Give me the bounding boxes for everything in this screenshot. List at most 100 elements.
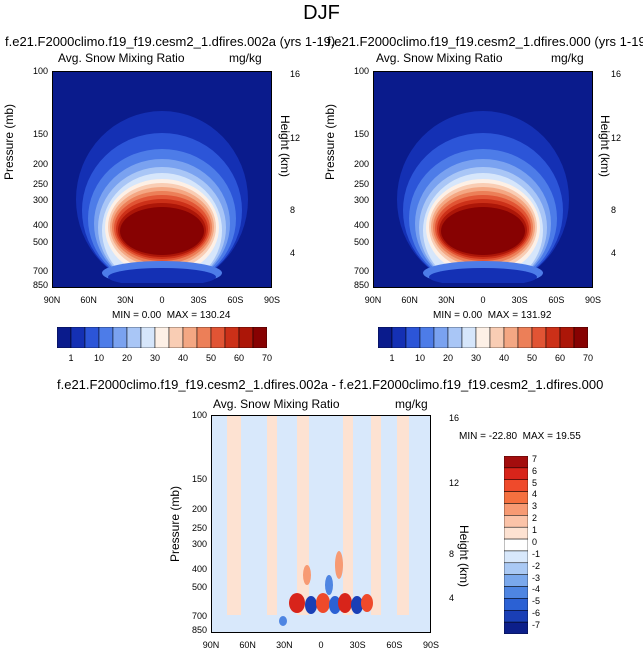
panel2-ytick-1: 150 [353, 129, 369, 140]
panel3-colorbar-label-1: 6 [532, 465, 538, 476]
panel2-y2tick-1: 8 [611, 204, 617, 215]
panel2-colorbar-label-0: 1 [389, 353, 395, 363]
panel2-colorbar-label-7: 70 [582, 353, 593, 363]
panel3-stripe-3 [343, 415, 353, 615]
panel1-xtick-4: 30S [190, 295, 207, 305]
panel2-colorbar-box-1 [391, 327, 407, 348]
panel2-colorbar-box-10 [517, 327, 533, 348]
panel1-y2tick-1: 8 [290, 204, 296, 215]
panel3-ytick-5: 400 [191, 564, 207, 575]
panel2-xtick-6: 90S [584, 295, 601, 305]
panel3-colorbar-label-8: -1 [532, 548, 541, 559]
panel3-minmax: MIN = -22.80 MAX = 19.55 [459, 431, 581, 442]
panel1-colorbar-label-3: 30 [149, 353, 160, 363]
panel3-y2tick-0: 4 [449, 592, 455, 603]
panel3-colorbar-label-3: 4 [532, 489, 538, 500]
panel1-colorbar-box-13 [238, 327, 254, 348]
panel3-min-value: -22.80 [488, 431, 518, 442]
panel1-colorbar-label-1: 10 [93, 353, 104, 363]
panel2-y2label-text: Height (km) [598, 115, 612, 178]
panel3-colorbar-label-6: 1 [532, 525, 538, 536]
panel2-contour-13 [441, 207, 525, 255]
panel3-min-label: MIN = [459, 431, 486, 442]
panel3-xtick-5: 60S [386, 640, 403, 650]
panel3-anomaly-7 [303, 565, 311, 585]
panel3-y2tick-3: 16 [449, 413, 460, 423]
panel3-case-title: f.e21.F2000climo.f19_f19.cesm2_1.dfires.… [57, 377, 604, 392]
panel2-colorbar-box-2 [405, 327, 421, 348]
panel1-contour-13 [120, 207, 204, 255]
panel2-colorbar-box-4 [433, 327, 449, 348]
panel1-colorbar-box-6 [140, 327, 156, 348]
panel3-colorbar-label-4: 3 [532, 501, 538, 512]
panel1-colorbar-box-7 [154, 327, 170, 348]
panel2-colorbar-label-5: 50 [526, 353, 537, 363]
panel1-colorbar-box-2 [84, 327, 100, 348]
panel1-ytick-8: 850 [32, 279, 48, 290]
panel1-ytick-7: 700 [32, 265, 48, 276]
panel2-max-value: 131.92 [520, 310, 552, 321]
panel3-colorbar-box-2 [504, 479, 528, 492]
panel3-stripe-1 [267, 415, 277, 615]
panel1-case-title: f.e21.F2000climo.f19_f19.cesm2_1.dfires.… [5, 34, 336, 49]
panel2-y2tick-0: 4 [611, 247, 617, 258]
panel3-colorbar-label-0: 7 [532, 453, 538, 464]
panel3-stripe-4 [371, 415, 381, 615]
panel2-plot [373, 71, 593, 288]
panel1-y2tick-3: 16 [290, 69, 301, 79]
panel1-max-value: 130.24 [199, 310, 231, 321]
panel3-xtick-6: 90S [422, 640, 439, 650]
panel1-max-label: MAX = [166, 310, 198, 321]
panel2-ylabel: Pressure (mb) [323, 104, 337, 180]
panel3-colorbar-box-10 [504, 574, 528, 587]
panel2-colorbar-box-9 [503, 327, 519, 348]
panel2-y2label: Height (km) [598, 115, 612, 177]
panel2-colorbar-box-12 [545, 327, 561, 348]
panel3-anomaly-1 [305, 596, 317, 614]
panel3-units-label: mg/kg [395, 397, 428, 411]
panel2-case-title: f.e21.F2000climo.f19_f19.cesm2_1.dfires.… [327, 34, 643, 49]
panel2-colorbar-box-13 [559, 327, 575, 348]
panel2-min-label: MIN = [433, 310, 460, 321]
panel2-xtick-3: 0 [480, 295, 486, 305]
panel1-colorbar-box-11 [210, 327, 226, 348]
panel2-frame [373, 71, 593, 288]
panel1-colorbar-box-10 [196, 327, 212, 348]
panel1-colorbar [57, 327, 267, 348]
panel3-anomaly-5 [351, 596, 363, 614]
panel1-ytick-0: 100 [32, 66, 48, 76]
panel1-plot [52, 71, 272, 288]
panel3-frame [211, 415, 431, 633]
panel3-xtick-2: 30N [276, 640, 293, 650]
panel2-xtick-1: 60N [401, 295, 418, 305]
panel1-colorbar-box-0 [57, 327, 72, 348]
panel2-colorbar-box-11 [531, 327, 547, 348]
panel2-ytick-7: 700 [353, 265, 369, 276]
panel2-max-label: MAX = [487, 310, 519, 321]
panel2-ylabel-text: Pressure (mb) [323, 103, 337, 180]
panel2-y2tick-2: 12 [611, 133, 622, 144]
panel3-xtick-0: 90N [202, 640, 220, 650]
panel3-ytick-0: 100 [191, 410, 207, 420]
panel3-max-label: MAX = [522, 431, 553, 442]
panel3-anomaly-4 [338, 593, 352, 613]
panel3-colorbar-label-14: -7 [532, 620, 541, 630]
panel3-ylabel-text: Pressure (mb) [168, 485, 182, 562]
panel1-xtick-5: 60S [227, 295, 244, 305]
panel2-colorbar-box-14 [573, 327, 588, 348]
panel2-ytick-8: 850 [353, 279, 369, 290]
panel2-colorbar-label-4: 40 [498, 353, 509, 363]
panel2-colorbar-box-3 [419, 327, 435, 348]
panel3-colorbar-box-6 [504, 526, 528, 540]
panel3-colorbar-box-11 [504, 586, 528, 599]
panel1-colorbar-box-5 [126, 327, 142, 348]
panel3-y2tick-2: 12 [449, 477, 460, 488]
panel2-colorbar-box-7 [475, 327, 491, 348]
panel3-ytick-4: 300 [191, 539, 207, 550]
panel3-colorbar-label-13: -6 [532, 608, 541, 619]
panel1-ylabel: Pressure (mb) [2, 104, 16, 180]
panel2-surface-band [373, 283, 593, 288]
panel1-colorbar-label-4: 40 [177, 353, 188, 363]
panel2-colorbar-box-0 [378, 327, 393, 348]
panel3-ytick-7: 700 [191, 610, 207, 621]
